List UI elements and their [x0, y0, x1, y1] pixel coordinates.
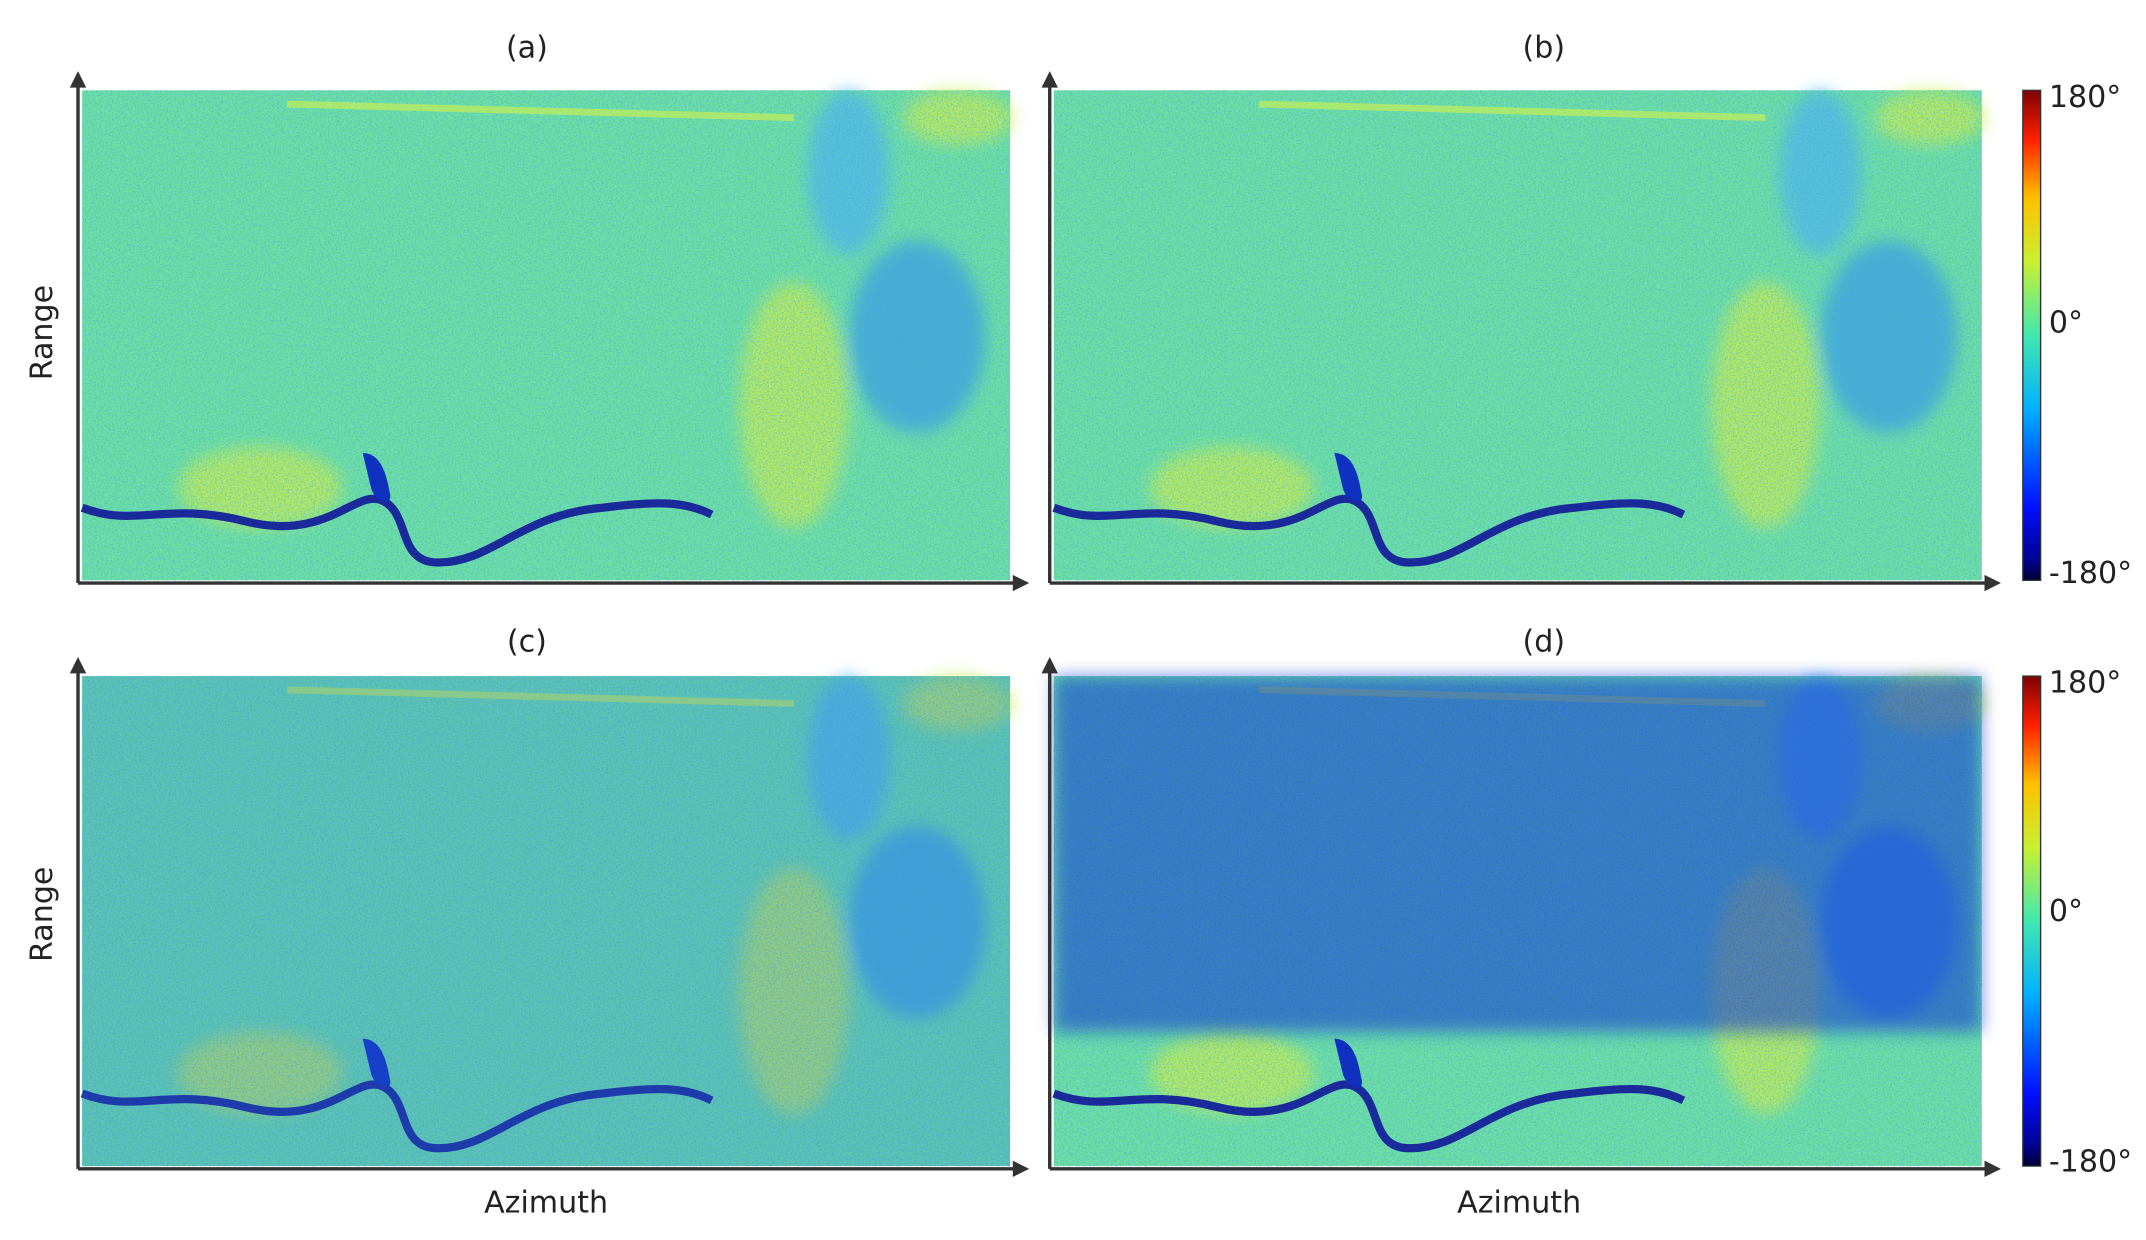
colorbar — [2022, 675, 2042, 1167]
panels — [82, 90, 1984, 1166]
axes — [69, 71, 2001, 1178]
colorbar-tick: -180° — [2049, 556, 2132, 591]
colorbar-tick: 180° — [2049, 666, 2122, 701]
panel-label: (d) — [1523, 624, 1566, 659]
colorbar-tick: -180° — [2049, 1145, 2132, 1180]
panel-label: (b) — [1523, 30, 1566, 65]
panel-image — [82, 90, 1013, 580]
colorbar-tick: 0° — [2049, 306, 2083, 341]
panel-tint — [82, 676, 1011, 1167]
colorbar — [2022, 89, 2042, 581]
panel-tint — [1053, 676, 1982, 1032]
x-axis-label: Azimuth — [484, 1186, 608, 1221]
panel-label: (a) — [506, 30, 548, 65]
panel-image — [1054, 90, 1985, 580]
colorbar-tick: 0° — [2049, 894, 2083, 929]
y-axis-label: Range — [25, 285, 60, 380]
colorbar-tick: 180° — [2049, 80, 2122, 115]
y-axis-label: Range — [25, 867, 60, 962]
x-axis-label: Azimuth — [1457, 1186, 1581, 1221]
panel-label: (c) — [507, 624, 547, 659]
